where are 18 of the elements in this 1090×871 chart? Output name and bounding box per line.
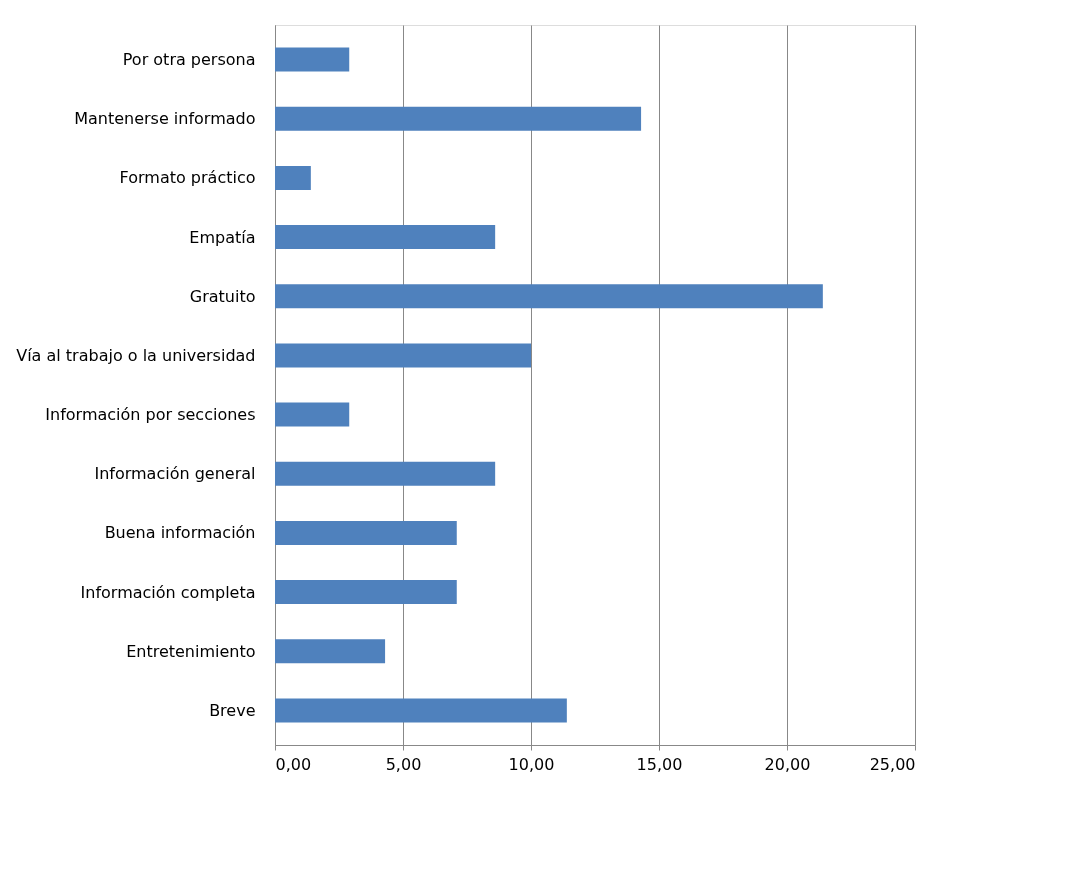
x-tick-label: 0,00 [275,754,312,774]
y-tick-label: Por otra persona [122,50,256,70]
y-tick-label: Información general [94,464,256,484]
y-tick-label: Buena información [104,523,256,543]
x-tick-label: 5,00 [385,754,422,774]
y-tick-label: Información por secciones [45,405,256,425]
y-tick-label: Empatía [189,227,256,247]
x-tick-label: 10,00 [508,754,555,774]
x-tick-label: 15,00 [636,754,683,774]
x-tick-label: 20,00 [764,754,811,774]
y-tick-label: Formato práctico [119,168,256,188]
y-tick-label: Breve [209,700,256,720]
y-tick-label: Mantenerse informado [74,109,256,129]
y-tick-label: Vía al trabajo o la universidad [16,345,256,365]
y-tick-label: Entretenimiento [126,641,256,661]
y-tick-label: Gratuito [189,286,256,306]
x-tick-label: 25,00 [869,754,916,774]
y-tick-label: Información completa [80,582,256,602]
